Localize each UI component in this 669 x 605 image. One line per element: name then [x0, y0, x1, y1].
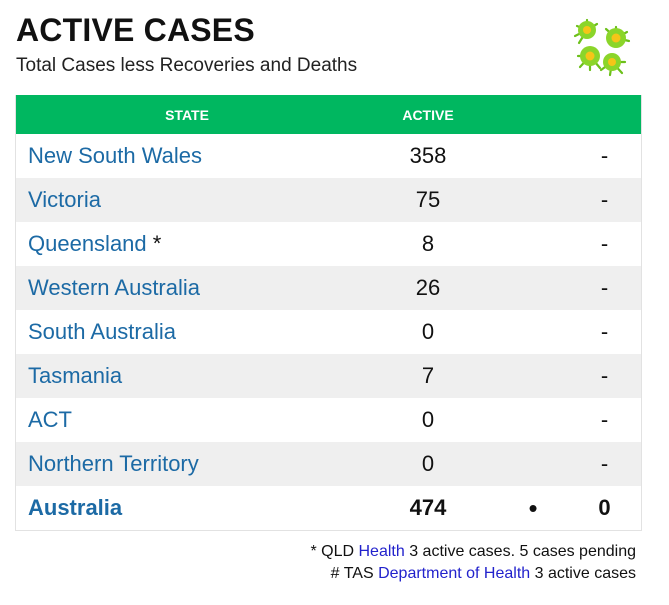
active-count: 7 [421, 363, 435, 388]
qld-health-link[interactable]: Health [358, 543, 405, 560]
table-row: South Australia 0 - [16, 310, 641, 354]
change-value: - [600, 275, 609, 300]
state-link[interactable]: Queensland [28, 231, 147, 256]
active-count: 0 [421, 319, 435, 344]
state-link[interactable]: South Australia [28, 319, 176, 344]
active-count: 358 [409, 143, 447, 168]
total-change-value: 0 [598, 495, 611, 520]
tas-health-link[interactable]: Department of Health [378, 565, 531, 582]
total-state-link[interactable]: Australia [28, 495, 123, 520]
active-count: 0 [421, 407, 435, 432]
bullet-separator: • [528, 492, 538, 523]
page-subtitle: Total Cases less Recoveries and Deaths [16, 55, 358, 76]
table-row: Victoria 75 - [16, 178, 641, 222]
change-value: - [600, 451, 609, 476]
table-row: Queensland * 8 - [16, 222, 641, 266]
column-header-state: STATE [165, 106, 209, 123]
state-link[interactable]: Western Australia [28, 275, 201, 300]
state-link[interactable]: Victoria [28, 187, 101, 212]
table-header: STATE ACTIVE [16, 95, 641, 134]
footnote-mark: * [146, 231, 162, 256]
active-count: 0 [421, 451, 435, 476]
table-row: New South Wales 358 - [16, 134, 641, 178]
page-title: ACTIVE CASES [16, 12, 255, 48]
column-header-active: ACTIVE [402, 106, 454, 123]
active-count: 75 [415, 187, 441, 212]
total-active-count: 474 [409, 495, 447, 520]
footnotes: * QLD Health 3 active cases. 5 cases pen… [310, 541, 636, 585]
active-count: 8 [421, 231, 435, 256]
table-row: ACT 0 - [16, 398, 641, 442]
footnote-qld: * QLD Health 3 active cases. 5 cases pen… [310, 543, 636, 560]
state-link[interactable]: Tasmania [28, 363, 123, 388]
change-value: - [600, 143, 609, 168]
change-value: - [600, 231, 609, 256]
state-link[interactable]: New South Wales [28, 143, 203, 168]
state-link[interactable]: Northern Territory [28, 451, 199, 476]
total-row: Australia 474 • 0 [16, 486, 641, 530]
active-count: 26 [415, 275, 441, 300]
change-value: - [600, 363, 609, 388]
change-value: - [600, 319, 609, 344]
table-row: Tasmania 7 - [16, 354, 641, 398]
change-value: - [600, 407, 609, 432]
table-row: Northern Territory 0 - [16, 442, 641, 486]
footnote-tas: # TAS Department of Health 3 active case… [330, 565, 636, 582]
active-cases-table: STATE ACTIVE New South Wales 358 - Victo… [15, 95, 642, 531]
state-link[interactable]: ACT [28, 407, 72, 432]
table-row: Western Australia 26 - [16, 266, 641, 310]
virus-icon [573, 18, 631, 77]
change-value: - [600, 187, 609, 212]
